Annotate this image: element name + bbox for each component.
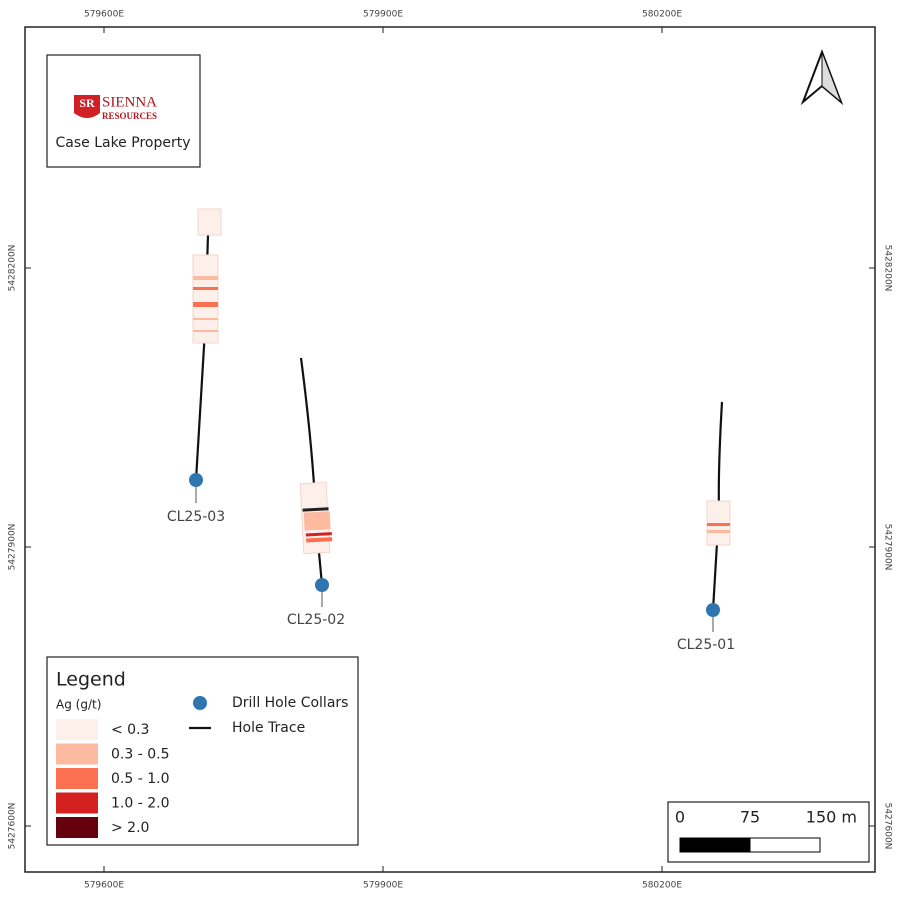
legend-swatch: [56, 817, 98, 838]
hole-label: CL25-03: [167, 509, 225, 525]
x-label: 579900E: [363, 10, 403, 20]
x-label: 580200E: [642, 10, 682, 20]
hole: CL25-02: [287, 357, 345, 628]
legend-collars: Drill Hole Collars: [232, 695, 348, 711]
legend-swatch: [56, 719, 98, 740]
north-arrow: [800, 49, 844, 106]
y-label: 5427600N: [883, 803, 893, 850]
y-label: 5428200N: [883, 245, 893, 292]
interval: [302, 507, 329, 512]
legend-field: Ag (g/t): [56, 698, 101, 712]
interval: [197, 208, 222, 236]
legend-class-label: < 0.3: [111, 722, 149, 738]
scale-label: 75: [740, 808, 760, 827]
interval: [193, 276, 218, 280]
scale-label: 0: [675, 808, 685, 827]
interval: [707, 523, 730, 526]
logo-initials: SR: [79, 96, 95, 110]
legend-class-label: 0.3 - 0.5: [111, 747, 169, 763]
scale-bar: 0 75 150 m: [667, 801, 870, 863]
title-box: [46, 54, 201, 168]
legend-box: [46, 656, 359, 846]
x-label: 580200E: [642, 881, 682, 891]
interval: [306, 537, 333, 543]
interval: [193, 318, 218, 320]
scale-label: 150 m: [806, 808, 857, 827]
interval: [193, 302, 218, 307]
legend-title: Legend: [56, 669, 126, 691]
coord-labels: 579600E 579900E 580200E 579600E 579900E …: [8, 10, 893, 891]
legend: Legend Ag (g/t) < 0.3 0.3 - 0.5 0.5 - 1.0 1…: [46, 656, 359, 846]
collar: [315, 578, 329, 592]
scale-segment: [679, 837, 751, 853]
collar: [706, 603, 720, 617]
y-label: 5428200N: [8, 245, 18, 292]
map-title: Case Lake Property: [55, 135, 190, 151]
y-label: 5427900N: [883, 524, 893, 571]
interval: [305, 532, 332, 537]
hole: CL25-03: [167, 208, 225, 525]
interval: [303, 511, 331, 531]
legend-swatch: [56, 743, 98, 765]
hole-label: CL25-01: [677, 637, 735, 653]
interval: [193, 287, 218, 290]
collar: [189, 473, 203, 487]
logo-shield: [74, 95, 100, 118]
legend-swatch: [56, 768, 98, 789]
grid-ticks: [25, 27, 875, 872]
logo-sub: RESOURCES: [102, 111, 157, 121]
x-label: 579600E: [84, 10, 124, 20]
interval: [192, 254, 219, 344]
legend-class-label: > 2.0: [111, 820, 149, 836]
legend-swatch: [56, 792, 98, 814]
interval: [707, 530, 730, 533]
x-label: 579900E: [363, 881, 403, 891]
legend-class-label: 0.5 - 1.0: [111, 771, 169, 787]
legend-collar-symbol: [193, 696, 207, 710]
logo-name: SIENNA: [102, 94, 157, 110]
hole-label: CL25-02: [287, 612, 345, 628]
legend-classes: < 0.3 0.3 - 0.5 0.5 - 1.0 1.0 - 2.0 > 2.0: [56, 719, 169, 838]
y-label: 5427600N: [8, 803, 18, 850]
interval: [193, 330, 218, 332]
scale-segment: [749, 837, 821, 853]
legend-trace: Hole Trace: [232, 720, 305, 736]
legend-class-label: 1.0 - 2.0: [111, 796, 169, 812]
hole: CL25-01: [677, 401, 735, 653]
x-label: 579600E: [84, 881, 124, 891]
y-label: 5427900N: [8, 524, 18, 571]
